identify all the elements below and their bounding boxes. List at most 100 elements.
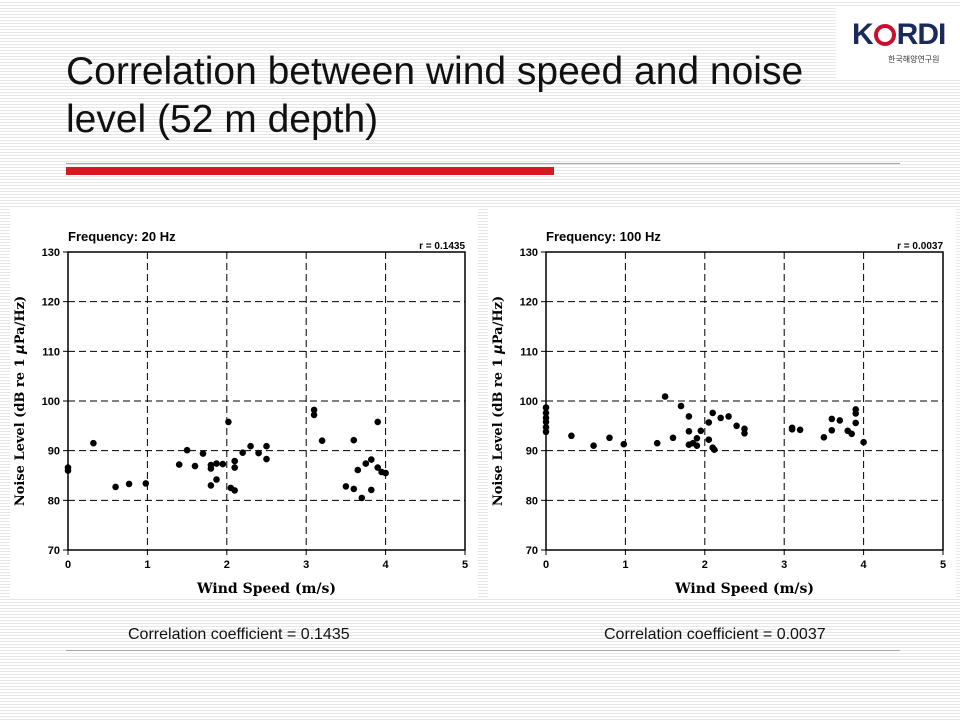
y-axis-label-part: Noise Level (dB re 1 [13,354,28,506]
y-axis-label-part: Pa/Hz) [13,296,28,344]
data-point [239,449,246,456]
y-tick-label: 130 [520,247,538,259]
data-point [354,466,362,474]
data-point [263,455,270,463]
grid-lines [546,252,943,550]
y-tick-label: 90 [48,446,60,458]
data-point [733,422,740,430]
data-point [828,427,836,434]
y-tick-label: 90 [526,446,538,458]
data-point [677,402,685,410]
data-point [183,446,191,454]
data-point [542,409,550,417]
data-point [225,418,232,426]
caption-20hz: Correlation coefficient = 0.1435 [128,626,350,643]
logo-wordmark: K RDI [852,18,947,52]
slide-title: Correlation between wind speed and noise… [66,50,804,141]
x-tick-label: 2 [702,559,708,571]
caption-100hz: Correlation coefficient = 0.0037 [604,626,826,643]
grid-lines [68,252,465,550]
logo-letter-k: K [852,18,874,51]
data-point [852,410,859,417]
data-point [310,411,318,419]
scatter-chart: 0 1 2 3 4 5 70 80 90 100 110 120 130 Frequency: 20 Hz… [13,229,468,597]
correlation-annotation: r = 0.1435 [419,241,465,252]
x-tick-label: 3 [781,559,787,571]
data-point [693,442,701,449]
chart-panel-100hz: 0 1 2 3 4 5 70 80 90 100 110 120 130 Frequency: 100 H… [488,207,956,599]
chart-title: Frequency: 20 Hz [68,229,176,244]
y-tick-label: 110 [520,346,538,358]
x-tick-label: 4 [861,559,868,571]
y-tick-label: 70 [48,545,60,557]
y-axis-label-part: Noise Level (dB re 1 [491,354,506,506]
data-point [590,442,597,449]
data-point [717,414,724,422]
data-point [350,436,358,444]
data-point [848,430,855,438]
data-point [125,480,133,488]
x-tick-label: 0 [65,559,71,571]
data-point [213,460,220,467]
data-point [142,480,150,487]
data-point [368,486,375,494]
x-tick-label: 2 [224,559,230,571]
data-point [705,419,713,426]
data-point [542,418,550,426]
x-tick-label: 5 [940,559,946,571]
y-tick-label: 100 [42,396,60,408]
y-tick-label: 70 [526,545,538,557]
x-tick-label: 0 [543,559,549,571]
y-axis-label-part: Pa/Hz) [491,296,506,344]
x-tick-label: 4 [383,559,390,571]
y-tick-label: 130 [42,247,60,259]
correlation-annotation: r = 0.0037 [897,241,943,252]
data-point [199,450,207,457]
title-accent-bar [66,167,554,175]
y-tick-label: 100 [520,396,538,408]
chart-title: Frequency: 100 Hz [546,229,661,244]
y-tick-label: 120 [42,297,60,309]
y-axis-label: Noise Level (dB re 1 μPa/Hz) [491,296,506,506]
data-point [374,418,382,426]
data-point [542,428,550,436]
x-tick-label: 5 [462,559,468,571]
y-tick-label: 80 [48,495,60,507]
data-point [213,476,220,483]
data-point [342,483,350,490]
data-point [175,461,183,468]
data-point [318,437,326,444]
data-point [64,464,72,471]
data-point [725,413,732,420]
data-point [382,469,389,477]
data-point [606,434,613,442]
data-point [112,483,119,491]
scatter-chart: 0 1 2 3 4 5 70 80 90 100 110 120 130 Frequency: 100 H… [491,229,946,597]
x-tick-label: 1 [144,559,150,571]
data-point [653,439,661,447]
bottom-divider-line [66,650,900,651]
data-point [693,435,701,442]
data-point [231,487,238,494]
data-point [796,426,804,434]
data-point [191,462,199,470]
data-point [542,404,550,411]
data-point [697,427,705,435]
title-divider-line [66,163,900,164]
data-points [542,393,867,453]
data-point [741,430,748,437]
data-point [620,440,628,448]
x-tick-label: 3 [303,559,309,571]
data-point [231,464,238,471]
y-axis-label: Noise Level (dB re 1 μPa/Hz) [13,296,28,506]
logo-letters-rdi: RDI [896,18,947,51]
data-point [788,426,796,433]
x-axis-label: Wind Speed (m/s) [674,581,814,597]
data-point [207,482,215,489]
chart-panel-20hz: 0 1 2 3 4 5 70 80 90 100 110 120 130 Frequency: 20 Hz… [10,207,478,599]
y-tick-label: 120 [520,297,538,309]
kordi-logo: K RDI 한국해양연구원 [836,6,960,78]
data-point [685,413,693,420]
data-point [709,409,716,417]
logo-subtitle: 한국해양연구원 [888,55,940,64]
